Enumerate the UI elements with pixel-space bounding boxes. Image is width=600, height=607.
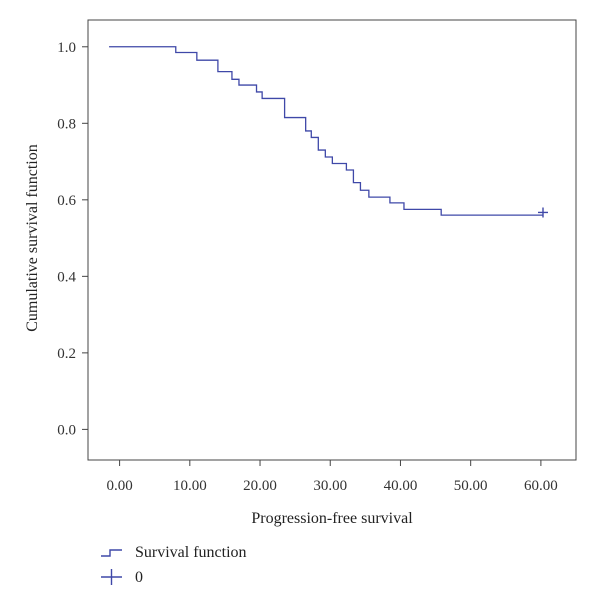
x-tick-label: 50.00 [454,478,488,494]
legend-item-survival-function: Survival function [101,544,247,561]
legend-item-censored: 0 [101,569,143,586]
y-axis: 0.0 0.2 0.4 0.6 0.8 1.0 [57,40,88,438]
y-tick-label: 0.8 [57,116,76,132]
legend: Survival function 0 [101,544,247,586]
y-tick-label: 0.6 [57,193,76,209]
x-axis-title: Progression-free survival [251,510,413,527]
y-axis-title: Cumulative survival function [24,144,41,332]
x-tick-label: 60.00 [524,478,558,494]
legend-label-survival-function: Survival function [135,544,247,561]
y-tick-label: 1.0 [57,40,76,56]
x-tick-label: 0.00 [106,478,132,494]
x-tick-label: 40.00 [384,478,418,494]
legend-step-icon [101,549,122,557]
censored-marker [537,207,548,218]
y-tick-label: 0.0 [57,422,76,438]
x-tick-label: 30.00 [313,478,347,494]
y-tick-label: 0.4 [57,269,76,285]
x-axis: 0.00 10.00 20.00 30.00 40.00 50.00 60.00 [106,460,558,494]
plot-area-frame [87,19,577,461]
legend-plus-icon [101,569,122,585]
survival-step-line [109,46,543,216]
x-tick-label: 20.00 [243,478,277,494]
legend-label-censored: 0 [135,569,143,586]
series-layer [109,46,548,218]
x-tick-label: 10.00 [173,478,207,494]
y-tick-label: 0.2 [57,346,76,362]
